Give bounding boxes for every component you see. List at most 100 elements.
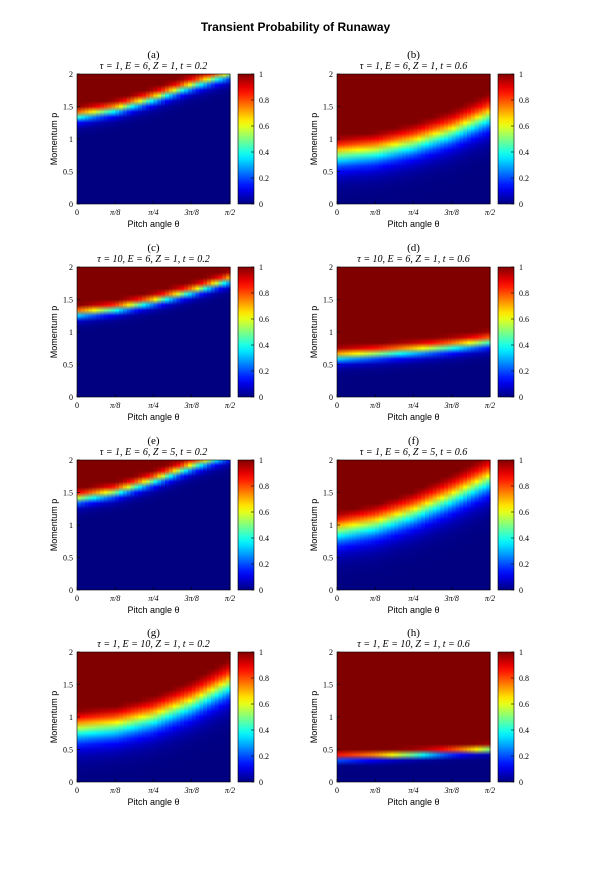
- colorbar-tick-label: 0: [519, 393, 523, 402]
- heatmap-strip: [96, 652, 101, 782]
- panel-title: τ = 1, E = 10, Z = 1, t = 0.6: [357, 639, 470, 650]
- heatmap-strip: [180, 460, 185, 590]
- heatmap-strip: [199, 267, 204, 397]
- heatmap-strip: [390, 652, 395, 782]
- colorbar-tick-label: 0.4: [259, 726, 269, 735]
- x-tick-label: π/2: [485, 594, 495, 603]
- y-tick-label: 0: [329, 393, 333, 402]
- heatmap-strip: [348, 460, 353, 590]
- heatmap-strip: [421, 74, 426, 204]
- heatmap-strip: [92, 460, 97, 590]
- heatmap-strip: [168, 74, 174, 204]
- y-axis-label: Momentum p: [309, 113, 319, 166]
- y-tick-label: 0: [329, 586, 333, 595]
- x-tick-label: π/8: [110, 208, 120, 217]
- panel-b: (b)τ = 1, E = 6, Z = 1, t = 0.6 0 π/8 π/4 3π…: [309, 49, 529, 229]
- heatmap-strip: [379, 652, 384, 782]
- heatmap-strip: [149, 460, 155, 590]
- y-tick-label: 0.5: [63, 746, 73, 755]
- colorbar-tick-label: 0.6: [259, 700, 269, 709]
- x-tick-label: 3π/8: [444, 594, 459, 603]
- heatmap-strip: [153, 74, 158, 204]
- heatmap-strip: [367, 267, 373, 397]
- heatmap-strip: [195, 460, 200, 590]
- heatmap-strip: [119, 74, 124, 204]
- heatmap-strip: [226, 74, 231, 204]
- heatmap-strip: [390, 74, 395, 204]
- heatmap-strip: [134, 460, 139, 590]
- heatmap-strip: [402, 267, 407, 397]
- heatmap-strip: [199, 74, 204, 204]
- colorbar: [237, 459, 255, 591]
- x-tick-label: π/4: [408, 401, 418, 410]
- heatmap-strip: [226, 460, 231, 590]
- panel-title: τ = 1, E = 6, Z = 5, t = 0.6: [360, 447, 468, 458]
- heatmap-strip: [214, 267, 220, 397]
- panel-title: τ = 1, E = 6, Z = 1, t = 0.2: [100, 61, 208, 72]
- x-tick-label: 3π/8: [444, 208, 459, 217]
- heatmap-strip: [344, 267, 350, 397]
- heatmap-strip: [436, 652, 441, 782]
- colorbar-tick-label: 1: [259, 456, 263, 465]
- heatmap-strip: [371, 74, 376, 204]
- x-tick-label: 3π/8: [184, 786, 199, 795]
- colorbar-tick-label: 0.2: [519, 367, 529, 376]
- heatmap-strip: [394, 267, 399, 397]
- heatmap-strip: [444, 652, 449, 782]
- colorbar-tick-label: 0: [259, 586, 263, 595]
- heatmap-strip: [451, 267, 457, 397]
- heatmap-strip: [340, 267, 346, 397]
- heatmap-strip: [409, 74, 415, 204]
- heatmap-strip: [149, 267, 155, 397]
- x-tick-label: π/4: [408, 594, 418, 603]
- heatmap-strip: [214, 460, 220, 590]
- heatmap-strip: [172, 74, 178, 204]
- y-axis-label: Momentum p: [309, 306, 319, 359]
- heatmap-strip: [379, 74, 384, 204]
- heatmap-strip: [142, 267, 147, 397]
- heatmap-strip: [184, 652, 189, 782]
- heatmap-strip: [199, 652, 204, 782]
- heatmap-strip: [99, 460, 105, 590]
- heatmap-strip: [344, 460, 350, 590]
- heatmap-strip: [359, 652, 365, 782]
- y-axis-label: Momentum p: [49, 113, 59, 166]
- heatmap-strip: [470, 267, 476, 397]
- x-tick-label: 0: [75, 401, 79, 410]
- colorbar-tick-label: 0.4: [519, 148, 529, 157]
- heatmap-strip: [203, 652, 208, 782]
- x-axis-label: Pitch angle θ: [127, 412, 179, 422]
- heatmap-strip: [352, 652, 357, 782]
- heatmap-strip: [218, 460, 223, 590]
- colorbar-tick-label: 0.8: [519, 482, 529, 491]
- heatmap-strip: [463, 460, 468, 590]
- x-tick-label: π/8: [110, 786, 120, 795]
- colorbar: [497, 266, 515, 398]
- heatmap-strip: [207, 652, 212, 782]
- heatmap-strip: [486, 652, 491, 782]
- heatmap-strip: [444, 74, 449, 204]
- heatmap-strip: [390, 460, 395, 590]
- x-axis-label: Pitch angle θ: [387, 219, 439, 229]
- y-tick-label: 1: [329, 713, 333, 722]
- heatmap-strip: [122, 652, 128, 782]
- heatmap-strip: [92, 74, 97, 204]
- heatmap-strip: [142, 652, 147, 782]
- panel-label: (c): [147, 242, 160, 254]
- heatmap-strip: [207, 460, 212, 590]
- heatmap-strip: [180, 652, 185, 782]
- heatmap-strip: [382, 652, 388, 782]
- heatmap-strip: [340, 652, 346, 782]
- heatmap-strip: [344, 74, 350, 204]
- heatmap-strip: [88, 74, 93, 204]
- colorbar: [237, 266, 255, 398]
- heatmap-strip: [88, 460, 93, 590]
- heatmap-strip: [402, 652, 407, 782]
- heatmap-strip: [203, 460, 208, 590]
- panel-label: (g): [147, 627, 160, 639]
- heatmap-strip: [164, 460, 170, 590]
- heatmap-strip: [344, 652, 350, 782]
- heatmap-strip: [348, 267, 353, 397]
- heatmap-strip: [394, 652, 399, 782]
- heatmap-strip: [459, 652, 464, 782]
